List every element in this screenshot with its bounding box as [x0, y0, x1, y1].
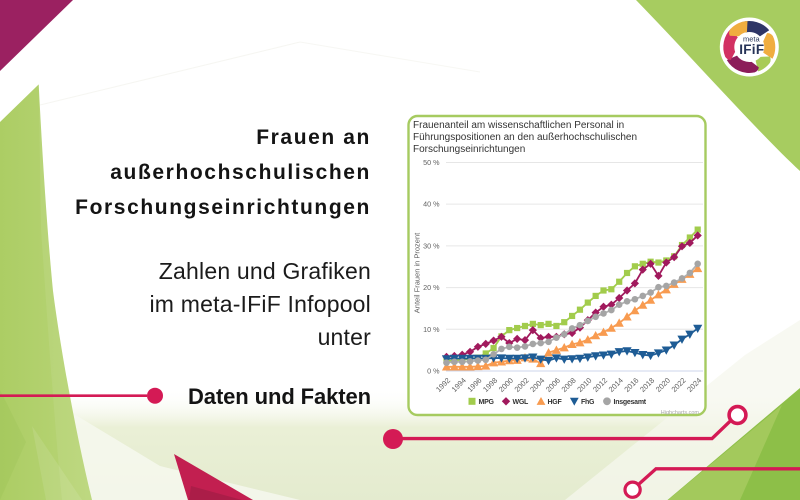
svg-text:Führungspositionen an den auße: Führungspositionen an den außerhochschul…: [413, 132, 637, 143]
svg-text:40 %: 40 %: [423, 200, 440, 209]
svg-text:30 %: 30 %: [423, 241, 440, 250]
svg-text:50 %: 50 %: [423, 158, 440, 167]
svg-text:meta: meta: [743, 35, 761, 44]
svg-text:20 %: 20 %: [423, 283, 440, 292]
svg-text:WGL: WGL: [513, 399, 530, 406]
svg-text:MPG: MPG: [479, 399, 495, 406]
svg-text:Frauenanteil am wissenschaftli: Frauenanteil am wissenschaftlichen Perso…: [413, 120, 624, 131]
svg-text:HGF: HGF: [548, 399, 563, 406]
svg-text:Forschungseinrichtungen: Forschungseinrichtungen: [413, 144, 525, 155]
svg-text:Anteil Frauen in Prozent: Anteil Frauen in Prozent: [413, 232, 422, 313]
svg-text:Highcharts.com: Highcharts.com: [661, 410, 700, 416]
svg-text:0 %: 0 %: [427, 367, 440, 376]
svg-text:Insgesamt: Insgesamt: [614, 399, 647, 406]
svg-text:10 %: 10 %: [423, 325, 440, 334]
svg-text:FhG: FhG: [581, 399, 595, 406]
svg-text:IFiF: IFiF: [739, 42, 764, 57]
